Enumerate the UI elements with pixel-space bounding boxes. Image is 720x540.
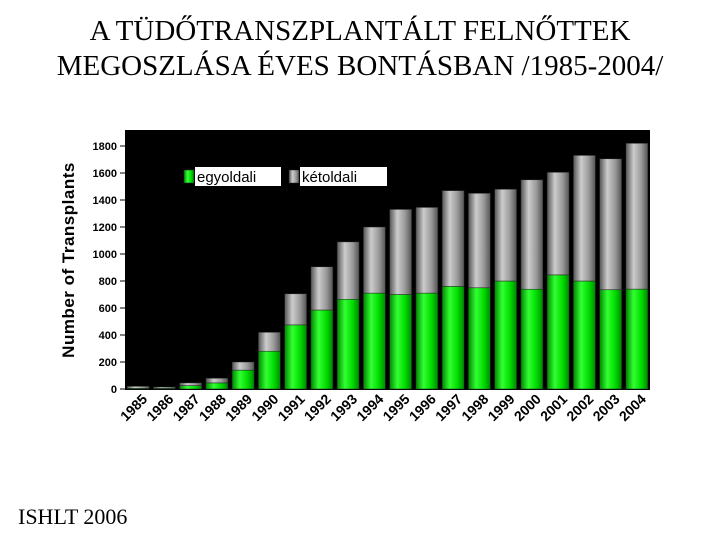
title-line-2: MEGOSZLÁSA ÉVES BONTÁSBAN /1985-2004/ [56,50,664,82]
legend-label-bg [300,167,387,186]
x-tick-label: 1997 [432,391,465,424]
bar-egyoldali-1996 [415,292,439,390]
bar-ketoldali-1987 [179,382,202,386]
title-line-1: A TÜDŐTRANSZPLANTÁLT FELNŐTTEK [89,15,631,47]
bar-egyoldali-2004 [625,288,649,390]
legend: egyoldali kétoldali [183,167,387,186]
x-tick-label: 1993 [327,391,360,424]
bar-egyoldali-1991 [284,324,307,390]
bar-ketoldali-2003 [599,158,622,290]
x-tick-label: 1985 [117,391,150,424]
x-tick-label: 1991 [274,391,307,424]
x-tick-label: 2000 [511,391,544,424]
bar-ketoldali-1990 [258,332,281,352]
bar-ketoldali-1989 [231,361,255,371]
bar-ketoldali-2004 [625,143,649,290]
y-tick-label: 1000 [93,249,117,261]
x-tick-label: 1998 [458,391,491,424]
bar-ketoldali-1991 [284,293,307,326]
bar-egyoldali-1995 [389,294,412,390]
x-tick-label: 1986 [143,391,176,424]
bar-egyoldali-1997 [441,286,465,390]
x-tick-label: 2003 [589,391,622,424]
bar-ketoldali-1996 [415,207,439,294]
bar-egyoldali-1992 [310,309,334,390]
x-tick-label: 1995 [379,391,412,424]
bar-egyoldali-2003 [599,289,622,390]
x-tick-label: 1988 [196,391,229,424]
x-tick-label: 1992 [301,391,334,424]
y-tick-label: 0 [111,384,117,396]
legend-label-egyoldali: egyoldali [197,169,256,186]
y-tick-label: 800 [99,276,117,288]
bar-egyoldali-1988 [205,382,229,390]
x-tick-label: 1987 [169,391,202,424]
x-tick-label: 1989 [222,391,255,424]
bar-ketoldali-2000 [520,179,544,290]
bar-ketoldali-1992 [310,266,334,311]
bar-egyoldali-1998 [468,287,491,390]
bar-egyoldali-2001 [546,274,570,390]
legend-swatch-ketoldali [288,169,300,184]
bar-ketoldali-1997 [441,190,465,287]
y-axis-label: Number of Transplants [59,162,78,358]
legend-label-bg [195,167,281,186]
y-axis: 0 200 400 600 800 1000 1200 1400 1600 1800 [93,141,125,396]
y-tick-label: 1800 [93,141,117,153]
y-tick-label: 1600 [93,168,117,180]
bar-ketoldali-1994 [363,226,386,294]
bar-ketoldali-1986 [153,386,176,389]
x-tick-label: 1994 [353,391,386,424]
bar-egyoldali-1990 [258,350,281,390]
x-tick-label: 2004 [616,391,649,424]
bar-egyoldali-1989 [231,369,255,390]
x-tick-label: 2001 [537,391,570,424]
legend-swatch-egyoldali [183,169,195,184]
bar-egyoldali-2000 [520,288,544,390]
x-tick-label: 1990 [248,391,281,424]
legend-label-ketoldali: kétoldali [302,169,357,186]
y-tick-label: 600 [99,303,117,315]
y-tick-label: 1400 [93,195,117,207]
x-tick-label: 2002 [563,391,596,424]
bar-egyoldali-1993 [336,298,360,390]
x-axis: 1985198619871988198919901991199219931994… [117,391,649,424]
bar-egyoldali-1999 [494,280,517,390]
bar-egyoldali-2002 [573,280,596,390]
bar-egyoldali-1987 [179,385,202,390]
page-title: A TÜDŐTRANSZPLANTÁLT FELNŐTTEK MEGOSZLÁS… [0,14,720,84]
bar-ketoldali-2002 [573,155,596,282]
bars-group [126,143,649,390]
bar-ketoldali-1998 [468,193,491,289]
x-tick-label: 1996 [406,391,439,424]
bar-ketoldali-2001 [546,172,570,276]
y-tick-label: 200 [99,357,117,369]
source-footer: ISHLT 2006 [18,504,128,529]
y-tick-label: 400 [99,330,117,342]
bar-egyoldali-1994 [363,292,386,390]
bar-ketoldali-1995 [389,209,412,295]
bar-ketoldali-1988 [205,377,229,384]
bar-ketoldali-1999 [494,188,517,282]
y-tick-label: 1200 [93,222,117,234]
bar-ketoldali-1985 [126,386,150,389]
bar-ketoldali-1993 [336,241,360,300]
x-tick-label: 1999 [484,391,517,424]
